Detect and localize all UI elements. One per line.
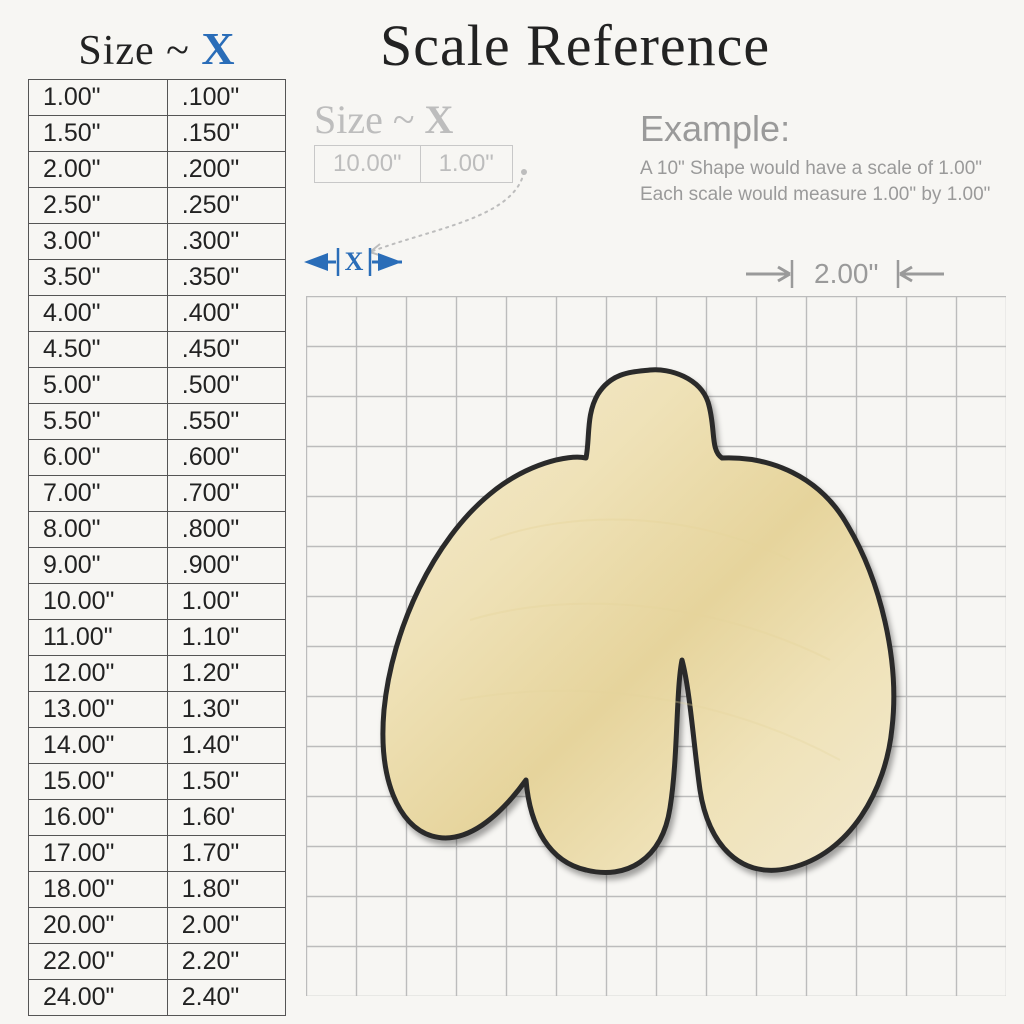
table-cell: 2.50" (29, 188, 168, 224)
table-cell: 14.00" (29, 728, 168, 764)
table-row: 3.00".300" (29, 224, 286, 260)
table-cell: .250" (167, 188, 285, 224)
table-cell: 1.00" (29, 80, 168, 116)
table-cell: 5.00" (29, 368, 168, 404)
table-cell: 3.50" (29, 260, 168, 296)
table-cell: .200" (167, 152, 285, 188)
table-cell: 16.00" (29, 800, 168, 836)
table-cell: 9.00" (29, 548, 168, 584)
table-cell: 2.00" (29, 152, 168, 188)
table-cell: .900" (167, 548, 285, 584)
table-cell: 10.00" (29, 584, 168, 620)
example-line-2: Each scale would measure 1.00" by 1.00" (640, 182, 990, 208)
table-row: 12.00"1.20" (29, 656, 286, 692)
table-row: 3.50".350" (29, 260, 286, 296)
table-cell: .300" (167, 224, 285, 260)
table-cell: 4.00" (29, 296, 168, 332)
mini-x: X (425, 97, 454, 142)
table-row: 20.00"2.00" (29, 908, 286, 944)
table-row: 6.00".600" (29, 440, 286, 476)
table-cell: 1.10" (167, 620, 285, 656)
table-cell: 22.00" (29, 944, 168, 980)
table-header-prefix: Size ~ (78, 28, 201, 74)
table-cell: 12.00" (29, 656, 168, 692)
table-cell: 8.00" (29, 512, 168, 548)
wooden-shape (370, 360, 930, 905)
example-heading: Example: (640, 108, 990, 150)
table-cell: .500" (167, 368, 285, 404)
table-header: Size ~ X (28, 22, 286, 75)
table-row: 5.50".550" (29, 404, 286, 440)
page-title: Scale Reference (380, 12, 770, 79)
table-cell: 2.40" (167, 980, 285, 1016)
mini-prefix: Size ~ (314, 97, 425, 142)
table-row: 8.00".800" (29, 512, 286, 548)
table-cell: .700" (167, 476, 285, 512)
table-cell: 20.00" (29, 908, 168, 944)
table-cell: 4.50" (29, 332, 168, 368)
table-row: 11.00"1.10" (29, 620, 286, 656)
table-row: 17.00"1.70" (29, 836, 286, 872)
table-header-x: X (201, 23, 235, 74)
table-row: 24.00"2.40" (29, 980, 286, 1016)
table-row: 18.00"1.80" (29, 872, 286, 908)
table-cell: .600" (167, 440, 285, 476)
table-row: 2.00".200" (29, 152, 286, 188)
table-row: 16.00"1.60' (29, 800, 286, 836)
table-cell: 1.00" (167, 584, 285, 620)
table-cell: 1.20" (167, 656, 285, 692)
table-cell: .150" (167, 116, 285, 152)
table-cell: 18.00" (29, 872, 168, 908)
table-row: 13.00"1.30" (29, 692, 286, 728)
scale-table: 1.00".100"1.50".150"2.00".200"2.50".250"… (28, 79, 286, 1016)
table-cell: .350" (167, 260, 285, 296)
table-cell: 6.00" (29, 440, 168, 476)
table-cell: 1.70" (167, 836, 285, 872)
table-cell: 2.00" (167, 908, 285, 944)
table-cell: 1.50" (167, 764, 285, 800)
table-cell: 5.50" (29, 404, 168, 440)
mini-header-text: Size ~ X (314, 96, 513, 143)
two-inch-label: 2.00" (814, 258, 878, 290)
table-cell: 3.00" (29, 224, 168, 260)
x-dimension-marker: X (306, 236, 426, 291)
table-row: 9.00".900" (29, 548, 286, 584)
table-cell: 17.00" (29, 836, 168, 872)
table-cell: .400" (167, 296, 285, 332)
table-row: 1.00".100" (29, 80, 286, 116)
table-cell: .450" (167, 332, 285, 368)
table-cell: 13.00" (29, 692, 168, 728)
table-cell: .100" (167, 80, 285, 116)
table-cell: 1.40" (167, 728, 285, 764)
table-cell: 1.60' (167, 800, 285, 836)
table-cell: .800" (167, 512, 285, 548)
table-cell: 1.50" (29, 116, 168, 152)
x-label: X (345, 247, 364, 276)
table-row: 1.50".150" (29, 116, 286, 152)
table-cell: 24.00" (29, 980, 168, 1016)
table-cell: 1.30" (167, 692, 285, 728)
table-row: 7.00".700" (29, 476, 286, 512)
table-row: 2.50".250" (29, 188, 286, 224)
table-row: 22.00"2.20" (29, 944, 286, 980)
mini-header: Size ~ X 10.00" 1.00" (314, 96, 513, 183)
example-line-1: A 10" Shape would have a scale of 1.00" (640, 156, 990, 182)
table-row: 15.00"1.50" (29, 764, 286, 800)
table-cell: 11.00" (29, 620, 168, 656)
table-row: 14.00"1.40" (29, 728, 286, 764)
size-table: Size ~ X 1.00".100"1.50".150"2.00".200"2… (28, 22, 286, 1016)
page: Size ~ X 1.00".100"1.50".150"2.00".200"2… (0, 0, 1024, 1024)
table-cell: 15.00" (29, 764, 168, 800)
table-row: 5.00".500" (29, 368, 286, 404)
table-cell: 7.00" (29, 476, 168, 512)
table-row: 4.00".400" (29, 296, 286, 332)
table-row: 4.50".450" (29, 332, 286, 368)
table-cell: 2.20" (167, 944, 285, 980)
table-cell: 1.80" (167, 872, 285, 908)
example-block: Example: A 10" Shape would have a scale … (640, 108, 990, 208)
table-cell: .550" (167, 404, 285, 440)
table-row: 10.00"1.00" (29, 584, 286, 620)
